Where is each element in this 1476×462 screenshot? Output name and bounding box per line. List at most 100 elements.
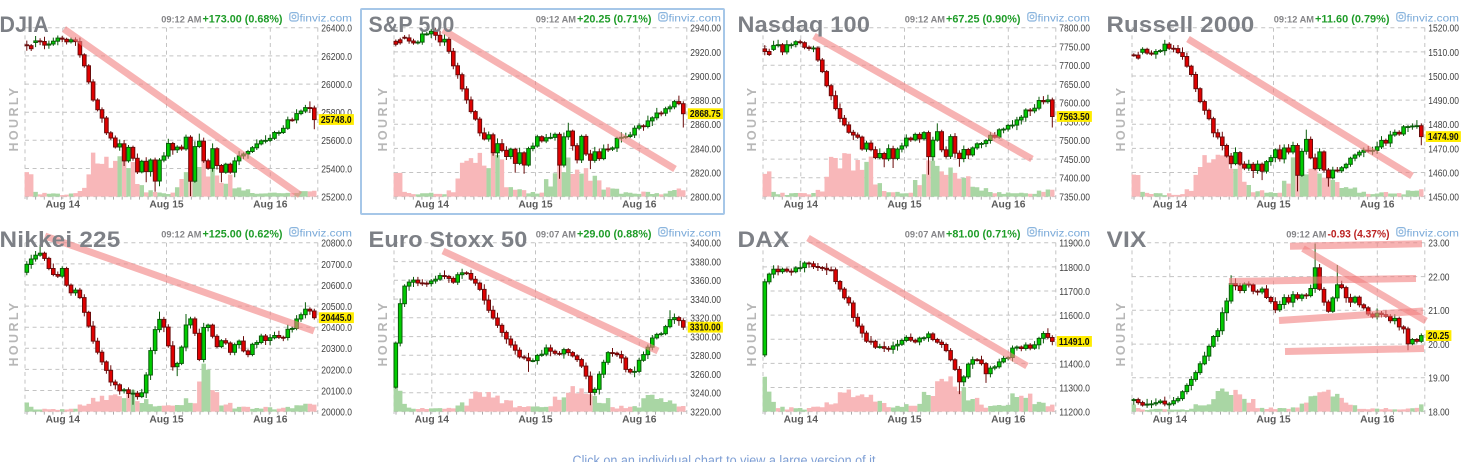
svg-text:09:12 AM: 09:12 AM	[1286, 228, 1326, 239]
svg-text:Aug 14: Aug 14	[784, 414, 819, 425]
svg-text:3320.00: 3320.00	[690, 314, 721, 325]
svg-text:11491.0: 11491.0	[1059, 337, 1090, 348]
svg-text:Aug 16: Aug 16	[991, 414, 1026, 425]
svg-text:25600.0: 25600.0	[321, 136, 352, 147]
svg-text:7550.00: 7550.00	[1059, 118, 1090, 129]
svg-text:7600.00: 7600.00	[1059, 99, 1090, 110]
svg-text:2860.00: 2860.00	[690, 120, 721, 131]
svg-text:finviz.com: finviz.com	[669, 227, 722, 239]
svg-text:26400.0: 26400.0	[321, 24, 352, 35]
svg-text:3340.00: 3340.00	[690, 295, 721, 306]
svg-text:2900.00: 2900.00	[690, 72, 721, 83]
svg-text:2880.00: 2880.00	[690, 96, 721, 107]
svg-text:09:12 AM: 09:12 AM	[1274, 13, 1314, 24]
svg-text:3360.00: 3360.00	[690, 276, 721, 287]
svg-text:Aug 16: Aug 16	[622, 199, 657, 210]
svg-text:HOURLY: HOURLY	[1114, 85, 1128, 151]
svg-text:3310.00: 3310.00	[690, 323, 721, 334]
svg-text:20100.0: 20100.0	[321, 386, 352, 397]
svg-text:09:07 AM: 09:07 AM	[536, 228, 576, 239]
svg-text:25800.0: 25800.0	[321, 108, 352, 119]
svg-text:7350.00: 7350.00	[1059, 193, 1090, 204]
svg-text:25400.0: 25400.0	[321, 164, 352, 175]
svg-text:Nasdaq 100: Nasdaq 100	[738, 12, 870, 37]
svg-text:Aug 14: Aug 14	[1153, 199, 1188, 210]
svg-text:18.00: 18.00	[1428, 408, 1450, 419]
svg-text:Aug 16: Aug 16	[253, 414, 288, 425]
svg-text:2920.00: 2920.00	[690, 48, 721, 59]
svg-text:finviz.com: finviz.com	[669, 12, 722, 24]
svg-text:1490.00: 1490.00	[1428, 96, 1459, 107]
svg-text:+173.00 (0.68%): +173.00 (0.68%)	[203, 13, 283, 25]
svg-text:HOURLY: HOURLY	[745, 85, 759, 151]
svg-text:20400.0: 20400.0	[321, 323, 352, 334]
svg-text:Aug 16: Aug 16	[622, 414, 657, 425]
svg-text:+125.00 (0.62%): +125.00 (0.62%)	[203, 228, 283, 240]
svg-text:11700.0: 11700.0	[1059, 287, 1090, 298]
svg-text:23.00: 23.00	[1428, 239, 1450, 250]
svg-text:21.00: 21.00	[1428, 306, 1450, 317]
svg-text:HOURLY: HOURLY	[7, 85, 21, 151]
svg-text:7500.00: 7500.00	[1059, 136, 1090, 147]
svg-text:HOURLY: HOURLY	[745, 300, 759, 366]
svg-text:2940.00: 2940.00	[690, 24, 721, 35]
svg-text:DAX: DAX	[738, 227, 790, 252]
svg-text:2868.75: 2868.75	[690, 109, 721, 120]
svg-text:Aug 14: Aug 14	[784, 199, 819, 210]
svg-text:1460.00: 1460.00	[1428, 168, 1459, 179]
svg-text:1520.00: 1520.00	[1428, 24, 1459, 35]
svg-text:09:12 AM: 09:12 AM	[161, 13, 201, 24]
svg-text:HOURLY: HOURLY	[1114, 300, 1128, 366]
svg-text:09:12 AM: 09:12 AM	[536, 13, 576, 24]
svg-text:7800.00: 7800.00	[1059, 24, 1090, 35]
svg-text:09:12 AM: 09:12 AM	[161, 228, 201, 239]
svg-text:20.00: 20.00	[1428, 340, 1450, 351]
svg-text:26000.0: 26000.0	[321, 80, 352, 91]
svg-text:Euro Stoxx 50: Euro Stoxx 50	[369, 227, 528, 252]
svg-text:HOURLY: HOURLY	[376, 300, 390, 366]
svg-text:Aug 15: Aug 15	[887, 199, 922, 210]
svg-text:+11.60 (0.79%): +11.60 (0.79%)	[1315, 13, 1390, 25]
svg-text:Aug 14: Aug 14	[46, 414, 81, 425]
svg-text:20000.0: 20000.0	[321, 408, 352, 419]
svg-text:20445.0: 20445.0	[321, 313, 352, 324]
svg-text:1480.00: 1480.00	[1428, 120, 1459, 131]
svg-text:2820.00: 2820.00	[690, 168, 721, 179]
svg-text:3260.00: 3260.00	[690, 370, 721, 381]
svg-text:20800.0: 20800.0	[321, 239, 352, 250]
svg-text:DJIA: DJIA	[0, 12, 49, 37]
svg-text:finviz.com: finviz.com	[1407, 12, 1460, 24]
svg-text:+20.25 (0.71%): +20.25 (0.71%)	[577, 13, 652, 25]
svg-text:26200.0: 26200.0	[321, 52, 352, 63]
svg-text:finviz.com: finviz.com	[1407, 227, 1460, 239]
svg-text:3280.00: 3280.00	[690, 351, 721, 362]
svg-text:Click on an individual chart t: Click on an individual chart to view a l…	[573, 453, 876, 462]
svg-text:25748.0: 25748.0	[321, 115, 352, 126]
svg-text:Aug 16: Aug 16	[1360, 199, 1395, 210]
svg-text:20.25: 20.25	[1428, 331, 1450, 342]
svg-text:20500.0: 20500.0	[321, 302, 352, 313]
svg-text:Aug 15: Aug 15	[149, 199, 184, 210]
svg-text:20600.0: 20600.0	[321, 281, 352, 292]
svg-text:Nikkei 225: Nikkei 225	[0, 227, 121, 252]
svg-text:Aug 14: Aug 14	[415, 414, 450, 425]
svg-text:11800.0: 11800.0	[1059, 263, 1090, 274]
svg-text:+67.25 (0.90%): +67.25 (0.90%)	[946, 13, 1021, 25]
svg-text:-0.93 (4.37%): -0.93 (4.37%)	[1328, 228, 1390, 240]
svg-text:Aug 16: Aug 16	[991, 199, 1026, 210]
svg-text:7700.00: 7700.00	[1059, 61, 1090, 72]
svg-text:S&P 500: S&P 500	[369, 12, 455, 37]
svg-text:1450.00: 1450.00	[1428, 193, 1459, 204]
svg-text:Aug 14: Aug 14	[1153, 414, 1188, 425]
svg-text:3240.00: 3240.00	[690, 389, 721, 400]
svg-text:20300.0: 20300.0	[321, 344, 352, 355]
svg-text:Aug 15: Aug 15	[1256, 414, 1291, 425]
svg-text:20200.0: 20200.0	[321, 365, 352, 376]
svg-text:11600.0: 11600.0	[1059, 311, 1090, 322]
svg-text:11300.0: 11300.0	[1059, 383, 1090, 394]
svg-text:7750.00: 7750.00	[1059, 43, 1090, 54]
svg-text:Aug 14: Aug 14	[46, 199, 81, 210]
svg-text:11900.0: 11900.0	[1059, 239, 1090, 250]
svg-text:19.00: 19.00	[1428, 374, 1450, 385]
svg-text:22.00: 22.00	[1428, 273, 1450, 284]
